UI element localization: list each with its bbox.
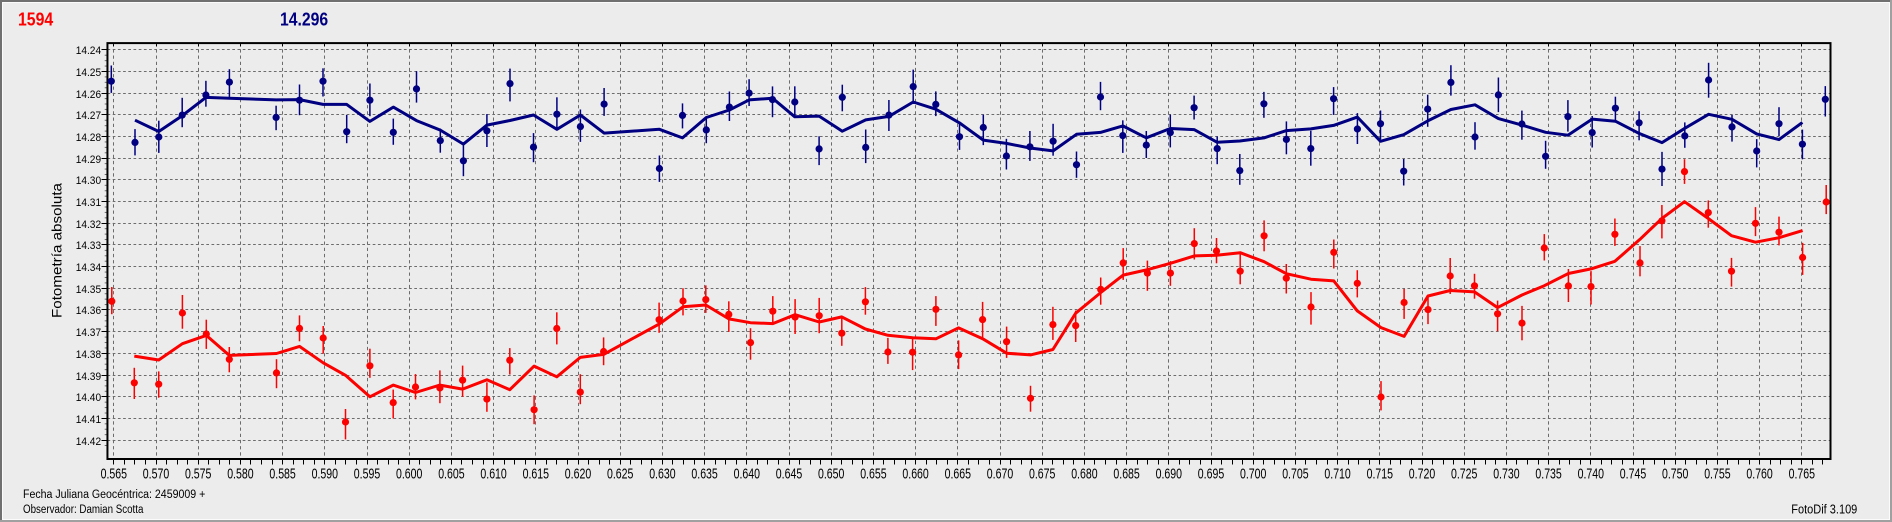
svg-text:0.580: 0.580 <box>227 465 253 482</box>
svg-text:FotoDif 3.109: FotoDif 3.109 <box>1791 503 1857 517</box>
svg-text:0.620: 0.620 <box>565 465 591 482</box>
svg-text:0.755: 0.755 <box>1704 465 1730 482</box>
svg-text:0.600: 0.600 <box>396 465 422 482</box>
svg-text:14.34: 14.34 <box>76 262 101 274</box>
svg-text:0.750: 0.750 <box>1662 465 1688 482</box>
svg-text:0.735: 0.735 <box>1535 465 1561 482</box>
svg-text:14.26: 14.26 <box>76 89 101 101</box>
svg-text:0.605: 0.605 <box>438 465 464 482</box>
svg-text:14.41: 14.41 <box>76 414 101 426</box>
svg-text:0.635: 0.635 <box>691 465 717 482</box>
svg-text:0.615: 0.615 <box>523 465 549 482</box>
svg-text:14.37: 14.37 <box>76 327 101 339</box>
svg-text:14.36: 14.36 <box>76 305 101 317</box>
svg-text:14.35: 14.35 <box>76 284 101 296</box>
svg-text:0.645: 0.645 <box>776 465 802 482</box>
svg-text:14.25: 14.25 <box>76 67 101 79</box>
svg-text:14.40: 14.40 <box>76 392 101 404</box>
svg-text:0.700: 0.700 <box>1240 465 1266 482</box>
svg-text:0.640: 0.640 <box>734 465 760 482</box>
svg-text:0.575: 0.575 <box>185 465 211 482</box>
svg-text:0.590: 0.590 <box>312 465 338 482</box>
svg-text:0.740: 0.740 <box>1578 465 1604 482</box>
svg-text:14.42: 14.42 <box>76 436 101 448</box>
svg-text:14.38: 14.38 <box>76 349 101 361</box>
svg-text:0.690: 0.690 <box>1156 465 1182 482</box>
svg-text:14.31: 14.31 <box>76 197 101 209</box>
svg-text:0.610: 0.610 <box>480 465 506 482</box>
svg-text:0.565: 0.565 <box>101 465 127 482</box>
svg-text:14.29: 14.29 <box>76 154 101 166</box>
svg-text:0.685: 0.685 <box>1113 465 1139 482</box>
svg-text:0.665: 0.665 <box>945 465 971 482</box>
svg-text:Fecha Juliana Geocéntrica: 245: Fecha Juliana Geocéntrica: 2459009 + <box>23 489 206 501</box>
svg-text:14.28: 14.28 <box>76 132 101 144</box>
svg-text:0.660: 0.660 <box>902 465 928 482</box>
svg-text:0.715: 0.715 <box>1367 465 1393 482</box>
svg-text:14.32: 14.32 <box>76 219 101 231</box>
svg-text:14.24: 14.24 <box>76 45 101 57</box>
svg-text:0.760: 0.760 <box>1746 465 1772 482</box>
svg-text:0.680: 0.680 <box>1071 465 1097 482</box>
svg-text:0.695: 0.695 <box>1198 465 1224 482</box>
svg-text:14.33: 14.33 <box>76 240 101 252</box>
svg-text:0.745: 0.745 <box>1620 465 1646 482</box>
svg-text:0.585: 0.585 <box>269 465 295 482</box>
svg-text:0.670: 0.670 <box>987 465 1013 482</box>
svg-text:0.595: 0.595 <box>354 465 380 482</box>
svg-text:0.570: 0.570 <box>143 465 169 482</box>
svg-text:Fotometría absoluta: Fotometría absoluta <box>49 183 65 318</box>
svg-text:14.296: 14.296 <box>280 10 328 30</box>
svg-text:14.30: 14.30 <box>76 175 101 187</box>
svg-text:0.625: 0.625 <box>607 465 633 482</box>
svg-text:0.725: 0.725 <box>1451 465 1477 482</box>
svg-text:0.710: 0.710 <box>1324 465 1350 482</box>
svg-text:0.655: 0.655 <box>860 465 886 482</box>
svg-text:Observador: Damian Scotta: Observador: Damian Scotta <box>23 504 144 516</box>
svg-text:0.630: 0.630 <box>649 465 675 482</box>
svg-text:0.730: 0.730 <box>1493 465 1519 482</box>
svg-text:0.705: 0.705 <box>1282 465 1308 482</box>
svg-text:0.765: 0.765 <box>1789 465 1815 482</box>
svg-text:0.675: 0.675 <box>1029 465 1055 482</box>
svg-text:14.27: 14.27 <box>76 110 101 122</box>
svg-text:14.39: 14.39 <box>76 371 101 383</box>
svg-text:1594: 1594 <box>18 10 53 30</box>
svg-text:0.650: 0.650 <box>818 465 844 482</box>
svg-text:0.720: 0.720 <box>1409 465 1435 482</box>
